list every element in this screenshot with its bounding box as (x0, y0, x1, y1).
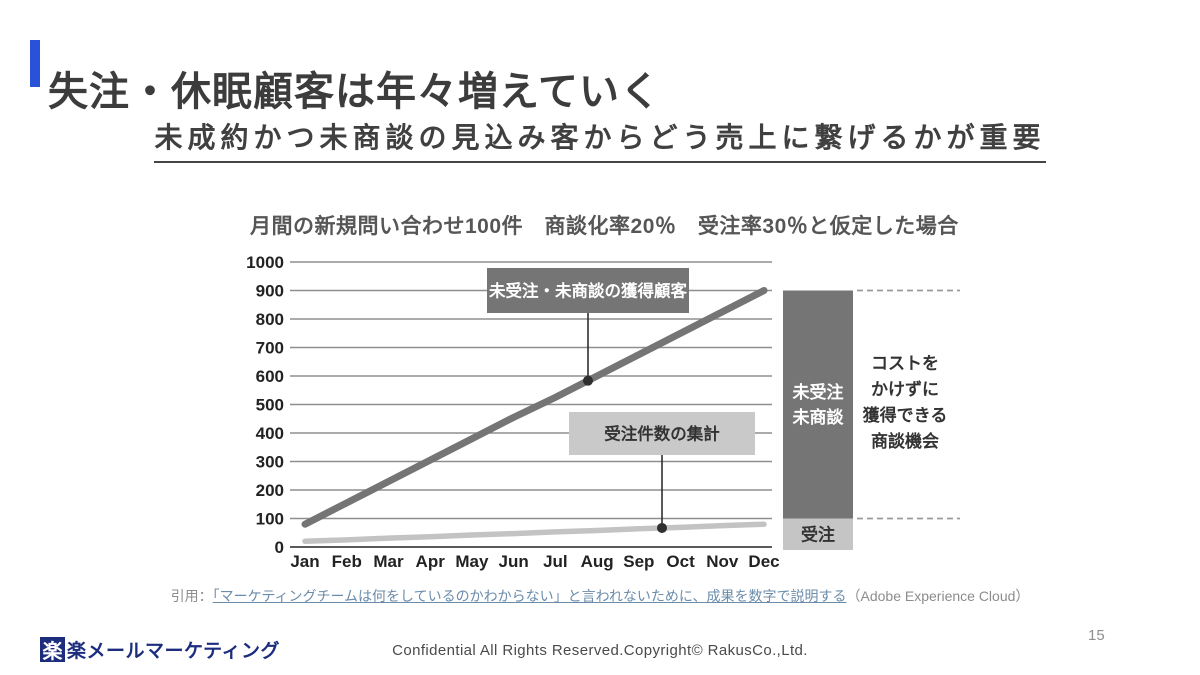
svg-text:700: 700 (256, 339, 284, 358)
logo-text: 楽メールマーケティング (67, 641, 280, 662)
svg-text:未商談: 未商談 (792, 407, 845, 427)
svg-text:Feb: Feb (332, 552, 362, 571)
page-number: 15 (1088, 627, 1105, 644)
svg-text:100: 100 (256, 510, 284, 529)
svg-text:コストを: コストを (871, 354, 939, 373)
svg-text:Nov: Nov (706, 552, 739, 571)
confidential-note: Confidential All Rights Reserved.Copyrig… (392, 642, 808, 659)
svg-text:Sep: Sep (623, 552, 654, 571)
svg-text:200: 200 (256, 481, 284, 500)
svg-text:Mar: Mar (373, 552, 404, 571)
svg-text:300: 300 (256, 453, 284, 472)
svg-text:商談機会: 商談機会 (871, 431, 939, 451)
svg-text:受注件数の集計: 受注件数の集計 (604, 424, 720, 444)
svg-text:1000: 1000 (246, 253, 284, 272)
svg-text:Aug: Aug (581, 552, 614, 571)
svg-text:Jan: Jan (290, 552, 319, 571)
rakuraku-logo: 楽 楽メールマーケティング (40, 636, 280, 663)
citation-suffix: （Adobe Experience Cloud） (846, 588, 1030, 604)
svg-text:Jul: Jul (543, 552, 568, 571)
svg-text:800: 800 (256, 310, 284, 329)
svg-text:獲得できる: 獲得できる (863, 405, 948, 425)
citation: 引用：「マーケティングチームは何をしているのかわからない」と言われないために、成… (0, 586, 1200, 606)
chart-title: 月間の新規問い合わせ100件 商談化率20％ 受注率30％と仮定した場合 (250, 215, 959, 238)
svg-text:Jun: Jun (499, 552, 529, 571)
slide-subtitle: 未成約かつ未商談の見込み客からどう売上に繋げるかが重要 (154, 116, 1046, 163)
citation-link[interactable]: 「マーケティングチームは何をしているのかわからない」と言われないために、成果を数… (212, 588, 847, 604)
citation-prefix: 引用： (170, 588, 213, 604)
logo-mark-icon: 楽 (40, 637, 65, 663)
page-title: 失注・休眠顧客は年々増えていく (48, 69, 661, 114)
svg-text:500: 500 (256, 396, 284, 415)
svg-text:受注: 受注 (801, 524, 835, 544)
svg-text:0: 0 (275, 538, 284, 557)
svg-text:Apr: Apr (416, 552, 446, 571)
svg-text:900: 900 (256, 282, 284, 301)
svg-text:600: 600 (256, 367, 284, 386)
svg-text:Dec: Dec (748, 552, 779, 571)
svg-text:400: 400 (256, 424, 284, 443)
subtitle-row: 未成約かつ未商談の見込み客からどう売上に繋げるかが重要 (0, 116, 1200, 163)
svg-text:May: May (455, 552, 489, 571)
svg-text:かけずに: かけずに (871, 380, 939, 399)
title-accent-bar (30, 40, 40, 87)
svg-text:Oct: Oct (666, 552, 695, 571)
growth-chart: 0 100 200 300 400 500 600 700 800 900 1000 Jan Feb Ma… (246, 253, 960, 571)
svg-text:未受注: 未受注 (792, 382, 844, 402)
svg-text:未受注・未商談の獲得顧客: 未受注・未商談の獲得顧客 (489, 281, 688, 301)
